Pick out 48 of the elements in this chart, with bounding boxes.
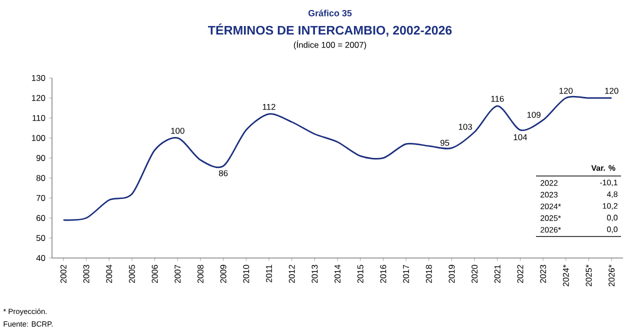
text: 86 — [218, 170, 228, 176]
x-tick-label: 2021 — [494, 264, 500, 283]
text: 120 — [605, 88, 618, 94]
x-tick-label: 2009 — [220, 264, 226, 283]
x-tick-label: 2003 — [83, 264, 90, 283]
x-tick-label: 2011 — [266, 264, 272, 282]
x-tick-label: 2016 — [380, 264, 386, 283]
text: Gráfico 35 — [308, 10, 352, 16]
y-tick-label: 50 — [36, 235, 46, 241]
y-tick-label: 130 — [32, 75, 46, 81]
text: 112 — [262, 104, 276, 110]
x-tick-label: 2022 — [517, 264, 524, 283]
x-tick-label: 2014 — [334, 264, 340, 283]
y-tick-label: 40 — [36, 255, 46, 261]
x-tick-label: 2018 — [426, 264, 432, 283]
x-tick-label: 2002 — [60, 264, 66, 283]
text: 104 — [514, 134, 528, 140]
x-tick-label: 2013 — [312, 264, 318, 283]
text: 120 — [559, 88, 573, 94]
y-tick-label: 100 — [32, 135, 46, 141]
x-tick-label: 2024* — [562, 264, 569, 286]
x-tick-label: 2025* — [586, 264, 592, 286]
y-tick-label: 110 — [32, 115, 46, 121]
text: 95 — [440, 140, 450, 146]
x-tick-label: 2023 — [540, 264, 546, 283]
x-tick-label: 2010 — [243, 264, 250, 283]
x-tick-label: 2019 — [448, 264, 455, 283]
x-tick-label: 2015 — [357, 264, 364, 283]
text: 116 — [491, 96, 504, 102]
y-tick-label: 70 — [36, 195, 46, 201]
x-tick-label: 2012 — [288, 264, 295, 283]
x-tick-label: 2007 — [174, 264, 181, 283]
x-tick-label: 2017 — [403, 264, 410, 283]
x-tick-label: 2026* — [608, 264, 615, 286]
x-tick-label: 2006 — [152, 264, 158, 283]
y-tick-label: 90 — [36, 155, 46, 161]
y-tick-label: 60 — [36, 215, 46, 221]
x-tick-label: 2008 — [197, 264, 204, 283]
chart-subtitle: (Índice 100 = 2007) — [294, 40, 366, 50]
x-tick-label: 2004 — [106, 264, 112, 283]
x-tick-label: 2020 — [472, 264, 478, 283]
x-tick-label: 2005 — [128, 264, 135, 283]
y-tick-label: 120 — [32, 95, 46, 101]
y-tick-label: 80 — [36, 175, 46, 181]
text: 109 — [527, 112, 540, 118]
chart-title: TÉRMINOS DE INTERCAMBIO, 2002-2026 — [208, 24, 452, 36]
text: 103 — [458, 124, 472, 130]
text: 100 — [171, 128, 184, 134]
